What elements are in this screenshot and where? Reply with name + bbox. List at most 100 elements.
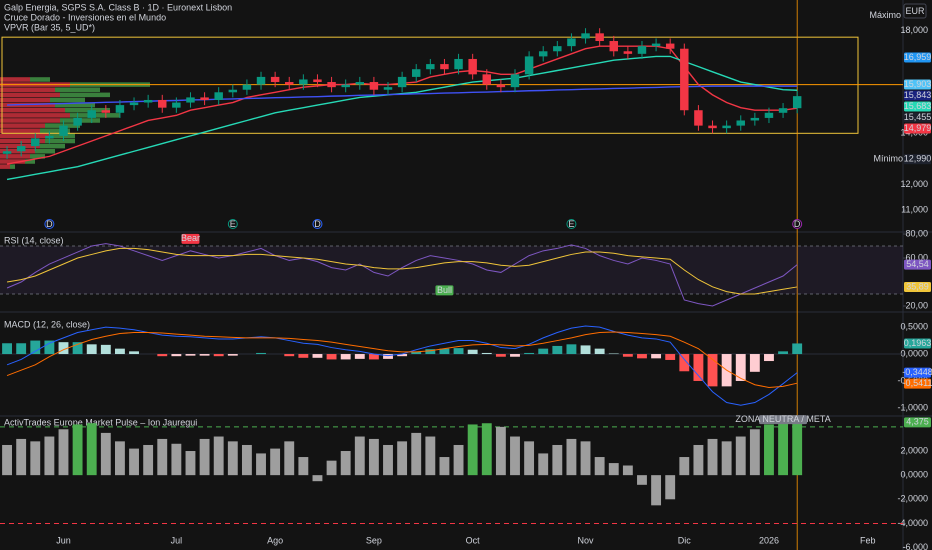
price-badge bbox=[904, 90, 931, 101]
volume-profile-up bbox=[55, 87, 100, 92]
y-tick-label: 20,00 bbox=[905, 300, 928, 310]
histogram-bar bbox=[693, 354, 704, 381]
pulse-bar bbox=[707, 438, 718, 476]
price-badge bbox=[904, 101, 931, 112]
histogram-bar bbox=[2, 343, 12, 355]
x-tick-label: Jun bbox=[56, 535, 71, 545]
volume-profile-down bbox=[0, 113, 70, 118]
candle-body bbox=[567, 38, 576, 47]
price-badge-label: 15,843 bbox=[904, 90, 932, 100]
pulse-bar bbox=[72, 424, 83, 476]
series-line bbox=[7, 85, 798, 106]
pulse-bar bbox=[86, 423, 97, 476]
histogram-bar bbox=[665, 354, 676, 360]
candle-body bbox=[538, 51, 548, 57]
pulse-bar bbox=[679, 457, 690, 476]
candle-body bbox=[510, 74, 520, 88]
candle-body bbox=[256, 76, 266, 85]
volume-profile-down bbox=[0, 164, 10, 169]
pane-title: MACD (12, 26, close) bbox=[4, 319, 90, 329]
event-label: D bbox=[314, 219, 321, 229]
pulse-bar bbox=[637, 475, 647, 485]
candle-body bbox=[186, 97, 195, 103]
x-tick-label: Dic bbox=[678, 535, 691, 545]
y-tick-label: 11,000 bbox=[901, 205, 928, 215]
price-badge bbox=[904, 123, 931, 134]
pulse-bar bbox=[114, 441, 125, 476]
histogram-bar bbox=[354, 354, 365, 359]
pulse-bar bbox=[16, 438, 27, 476]
histogram-bar bbox=[16, 343, 27, 355]
y-tick-label: 12,000 bbox=[900, 179, 928, 189]
candle-body bbox=[172, 102, 181, 108]
pulse-bar bbox=[778, 423, 789, 476]
volume-profile-down bbox=[0, 118, 60, 123]
pulse-bar bbox=[185, 451, 196, 476]
volume-profile-up bbox=[25, 159, 35, 164]
pulse-bar bbox=[580, 441, 591, 476]
pulse-bar bbox=[312, 475, 323, 482]
candle-body bbox=[383, 87, 393, 90]
candle-body bbox=[59, 125, 68, 136]
volume-profile-up bbox=[10, 164, 15, 169]
pulse-bar bbox=[129, 448, 139, 476]
series-line bbox=[6, 243, 798, 307]
y-tick-label: 18,000 bbox=[900, 25, 928, 35]
histogram-bar bbox=[453, 348, 464, 355]
volume-profile-down bbox=[0, 77, 30, 82]
pulse-bar bbox=[721, 441, 732, 476]
histogram-bar bbox=[481, 352, 492, 355]
histogram-bar bbox=[411, 351, 422, 355]
y-tick-label: -4,0000 bbox=[897, 518, 928, 528]
histogram-bar bbox=[44, 340, 55, 355]
histogram-bar bbox=[185, 354, 196, 356]
x-tick-label: Feb bbox=[860, 535, 876, 545]
volume-profile-down bbox=[0, 107, 65, 113]
candle-body bbox=[299, 79, 308, 85]
pulse-bar bbox=[510, 436, 520, 476]
pulse-bar bbox=[2, 444, 12, 476]
currency-box[interactable] bbox=[903, 3, 927, 19]
indicator-title: Cruce Dorado - Inversiones en el Mundo bbox=[4, 12, 166, 22]
candle-body bbox=[411, 69, 421, 77]
currency[interactable]: EUR bbox=[905, 6, 925, 16]
candle-body bbox=[355, 82, 365, 85]
price-badge-label: 54,54 bbox=[906, 259, 929, 269]
y-tick-label: 0,0000 bbox=[900, 470, 928, 480]
volume-profile-up bbox=[55, 102, 95, 108]
candle-body bbox=[524, 56, 534, 75]
annotation-label: Bear bbox=[181, 233, 200, 243]
candle-body bbox=[270, 76, 280, 83]
histogram-bar bbox=[467, 349, 478, 355]
annotation-box bbox=[759, 415, 808, 425]
candle-body bbox=[214, 92, 223, 100]
pulse-bar bbox=[425, 436, 436, 476]
histogram-bar bbox=[524, 352, 535, 355]
candle-body bbox=[426, 64, 435, 70]
pulse-bar bbox=[693, 444, 704, 476]
price-badge bbox=[904, 79, 931, 90]
histogram-bar bbox=[129, 351, 139, 355]
volume-profile-up bbox=[30, 154, 45, 159]
pulse-bar bbox=[622, 465, 633, 476]
series-line bbox=[6, 247, 798, 295]
histogram-bar bbox=[86, 344, 97, 355]
volume-profile-down bbox=[0, 123, 45, 128]
y-tick-label: 0,5000 bbox=[900, 321, 928, 331]
pulse-bar bbox=[241, 444, 252, 476]
candle-body bbox=[680, 48, 689, 111]
candle-body bbox=[285, 82, 294, 85]
histogram-bar bbox=[637, 354, 647, 359]
histogram-bar bbox=[425, 349, 436, 355]
candle-body bbox=[736, 120, 745, 126]
histogram-bar bbox=[213, 354, 224, 357]
zone-box bbox=[1, 36, 859, 134]
x-tick-label: 2026 bbox=[759, 535, 779, 545]
histogram-bar bbox=[397, 354, 408, 357]
histogram-bar bbox=[100, 344, 111, 355]
candle-body bbox=[2, 151, 12, 154]
y-tick-label: 60,00 bbox=[905, 252, 928, 262]
candle-body bbox=[16, 146, 26, 152]
